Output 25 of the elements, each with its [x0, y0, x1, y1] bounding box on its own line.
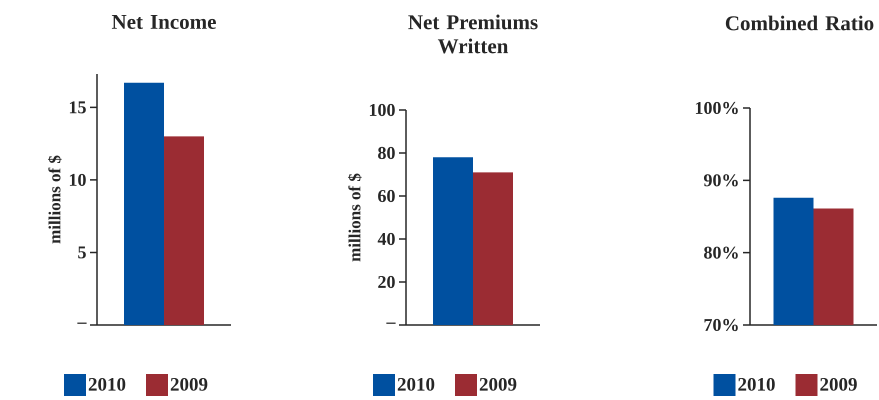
y-tick-label: 80	[378, 146, 395, 160]
legend-label: 2010	[398, 378, 434, 391]
y-tick-label: 5	[78, 246, 86, 258]
chart-title: Net Premiums Written	[408, 14, 538, 54]
legend-label: 2009	[820, 378, 857, 391]
legend-label: 2010	[88, 378, 126, 391]
y-tick-label: 70%	[704, 318, 738, 332]
y-tick-label: –	[77, 322, 87, 324]
chart-title: Net Income	[112, 15, 216, 29]
y-tick-label: 90%	[704, 174, 738, 186]
chart-title: Combined Ratio	[726, 16, 874, 30]
y-tick-label: 80%	[704, 246, 738, 259]
y-axis-title: millions of $	[348, 174, 362, 262]
y-tick-label: 20	[378, 276, 395, 288]
y-tick-label: 15	[70, 101, 86, 114]
legend-label: 2009	[170, 378, 208, 391]
legend-label: 2009	[480, 378, 516, 391]
y-tick-label: 40	[378, 232, 395, 246]
legend-label: 2010	[738, 378, 775, 391]
y-tick-label: 10	[70, 174, 86, 186]
y-tick-label: 60	[378, 190, 395, 202]
y-tick-label: 100	[370, 104, 395, 116]
y-tick-label: –	[386, 322, 396, 324]
y-axis-title: millions of $	[48, 156, 62, 244]
y-tick-label: 100%	[696, 102, 738, 114]
